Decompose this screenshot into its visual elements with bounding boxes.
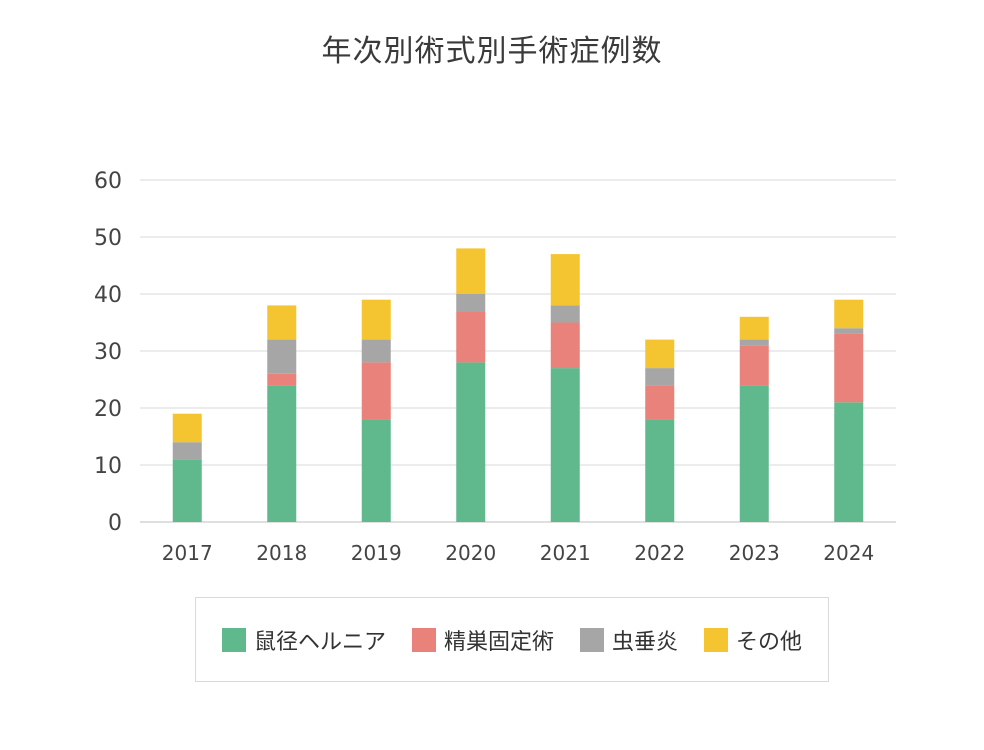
x-tick-label: 2024 xyxy=(823,541,874,565)
legend-swatch xyxy=(221,627,246,652)
bar-segment xyxy=(739,345,769,386)
bar-segment xyxy=(645,419,675,522)
legend-item: その他 xyxy=(704,624,802,656)
bar-segment xyxy=(834,299,864,329)
legend-swatch xyxy=(704,627,729,652)
bar-segment xyxy=(456,311,486,363)
legend-label: 精巣固定術 xyxy=(443,629,554,655)
x-tick-label: 2020 xyxy=(445,541,496,565)
y-tick-label: 50 xyxy=(94,226,122,251)
bar-segment xyxy=(645,339,675,369)
bar-segment xyxy=(267,305,297,340)
bar-segment xyxy=(172,413,202,443)
bar-segment xyxy=(834,402,864,522)
bar-segment xyxy=(456,248,486,294)
chart-title: 年次別術式別手術症例数 xyxy=(321,34,663,69)
y-tick-label: 30 xyxy=(94,340,122,365)
bar-segment xyxy=(550,254,580,306)
legend-item: 鼠径ヘルニア xyxy=(221,624,386,656)
legend-label: 鼠径ヘルニア xyxy=(253,629,386,655)
bar-segment xyxy=(550,305,580,323)
legend-label: 虫垂炎 xyxy=(612,629,679,655)
bar-segment xyxy=(267,385,297,522)
x-tick-label: 2019 xyxy=(351,541,402,565)
y-tick-label: 0 xyxy=(108,511,122,536)
bar-segment xyxy=(645,385,675,420)
bar-segment xyxy=(361,339,391,363)
x-tick-label: 2018 xyxy=(256,541,307,565)
bar-segment xyxy=(456,362,486,522)
y-tick-label: 40 xyxy=(94,283,122,308)
bar-segment xyxy=(361,299,391,340)
bar-segment xyxy=(267,339,297,374)
bar-segment xyxy=(739,385,769,522)
bar-segment xyxy=(267,373,297,386)
bar-segment xyxy=(172,442,202,460)
legend-swatch xyxy=(580,627,604,652)
x-tick-label: 2022 xyxy=(634,541,685,565)
y-tick-label: 20 xyxy=(94,397,122,422)
bar-segment xyxy=(361,419,391,522)
bar-segment xyxy=(550,368,580,522)
x-tick-label: 2021 xyxy=(540,541,591,565)
bar-segment xyxy=(172,459,202,522)
x-tick-label: 2023 xyxy=(729,541,780,565)
bar-segment xyxy=(456,294,486,312)
x-tick-label: 2017 xyxy=(162,541,213,565)
bar-segment xyxy=(739,339,769,346)
legend-label: その他 xyxy=(736,629,803,655)
bar-segment xyxy=(361,362,391,420)
bar-segment xyxy=(739,316,769,340)
bar-segment xyxy=(645,368,675,386)
chart-legend: 鼠径ヘルニア 精巣固定術 虫垂炎 その他 xyxy=(195,597,829,682)
bar-segment xyxy=(834,328,864,334)
legend-item: 精巣固定術 xyxy=(411,624,554,656)
bar-segment xyxy=(834,333,864,403)
y-tick-label: 60 xyxy=(94,169,122,194)
y-tick-label: 10 xyxy=(94,454,122,479)
bar-segment xyxy=(550,322,580,369)
legend-swatch xyxy=(411,627,436,652)
legend-item: 虫垂炎 xyxy=(580,624,678,656)
